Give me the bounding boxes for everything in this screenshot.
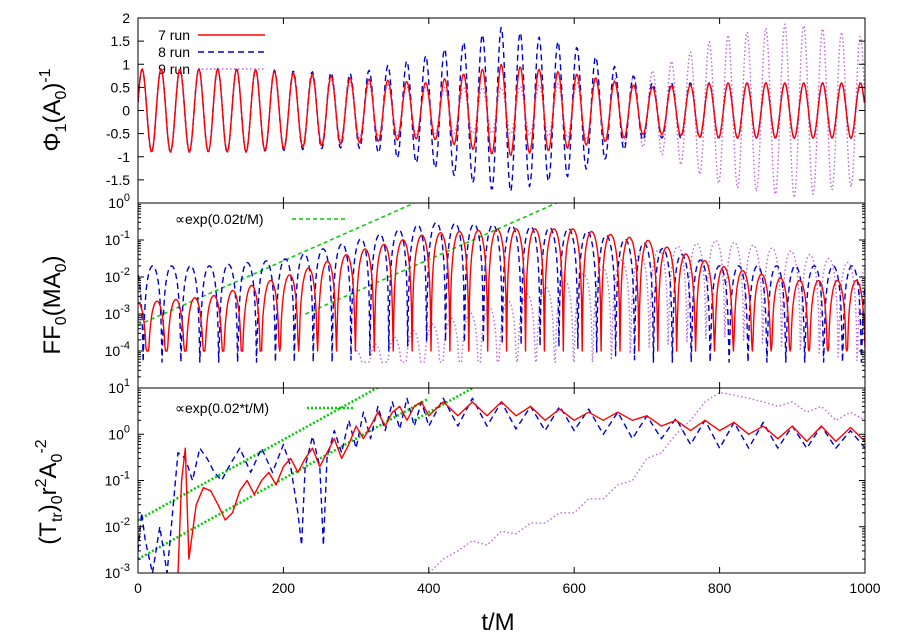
- top-y-tick-label-2: -0.5: [106, 126, 130, 142]
- middle-series-8-run: [138, 221, 865, 363]
- middle-y-tick-label-exponent: -2: [120, 266, 130, 278]
- panel-middle: FF0(MA0): [39, 255, 70, 354]
- middle-y-tick-label-exponent: -3: [120, 303, 130, 315]
- middle-y-tick-label: 100: [108, 192, 130, 211]
- x-axis-label: t/M: [481, 609, 514, 636]
- bottom-annotation-text: ∝exp(0.02*t/M): [175, 400, 269, 416]
- bottom-reference-line-3: [413, 388, 476, 422]
- middle-y-tick-label-base: 10: [105, 306, 121, 322]
- middle-y-tick-label-base: 10: [105, 269, 121, 285]
- plot-layer: [138, 23, 865, 573]
- bottom-y-tick-label-base: 10: [105, 565, 121, 581]
- middle-y-axis-label: FF0(MA0): [39, 255, 70, 354]
- top-y-tick-label-6: 1.5: [111, 33, 131, 49]
- bottom-y-tick-label-exponent: -3: [120, 562, 130, 574]
- bottom-annotation: ∝exp(0.02*t/M): [175, 400, 355, 416]
- middle-y-tick-label-base: 10: [108, 195, 124, 211]
- middle-y-tick-label: 10-4: [105, 340, 130, 359]
- middle-y-tick-label: 10-3: [105, 303, 130, 322]
- middle-y-tick-label-exponent: 0: [124, 192, 130, 204]
- bottom-y-tick-label-exponent: 1: [124, 377, 130, 389]
- top-y-tick-label-7: 2: [122, 10, 130, 26]
- middle-y-tick-label: 10-1: [105, 229, 130, 248]
- middle-y-tick-label-base: 10: [105, 343, 121, 359]
- top-y-tick-label-0: -1.5: [106, 172, 130, 188]
- bottom-y-tick-label-exponent: 0: [124, 423, 130, 435]
- middle-y-tick-label-exponent: -1: [120, 229, 130, 241]
- bottom-series-9-run: [428, 391, 865, 573]
- bottom-y-tick-label-exponent: -1: [120, 470, 130, 482]
- top-plot-area: [138, 23, 865, 199]
- bottom-y-tick-label-base: 10: [108, 380, 124, 396]
- bottom-y-tick-label: 10-3: [105, 562, 130, 581]
- bottom-y-tick-label-base: 10: [105, 473, 121, 489]
- panel-bottom: (Ttr)0r2A0-2 t/M: [33, 439, 515, 636]
- bottom-reference-line-2: [138, 397, 430, 561]
- legend-label-9-run: 9 run: [158, 61, 190, 77]
- middle-y-tick-label-base: 10: [105, 232, 121, 248]
- x-tick-label-800: 800: [708, 580, 732, 596]
- top-y-tick-label-1: -1: [118, 149, 131, 165]
- bottom-y-tick-label-exponent: -2: [120, 516, 130, 528]
- middle-y-tick-label: 10-2: [105, 266, 130, 285]
- legend: 7 run 8 run 9 run: [158, 27, 265, 77]
- legend-label-8-run: 8 run: [158, 44, 190, 60]
- x-tick-label-400: 400: [417, 580, 441, 596]
- middle-reference-line-2: [304, 203, 559, 315]
- bottom-plot-area: [138, 388, 865, 573]
- x-tick-label-0: 0: [134, 580, 142, 596]
- middle-plot-area: [138, 203, 865, 363]
- legend-label-7-run: 7 run: [158, 27, 190, 43]
- middle-series-9-run: [355, 239, 865, 363]
- x-tick-label-200: 200: [272, 580, 296, 596]
- bottom-series-8-run: [138, 397, 865, 573]
- top-series-7-run: [138, 63, 865, 157]
- bottom-y-tick-label-base: 10: [108, 426, 124, 442]
- top-y-axis-label: Φ1(A0)-1: [37, 68, 70, 151]
- top-y-tick-label-4: 0.5: [111, 79, 131, 95]
- x-tick-label-1000: 1000: [849, 580, 880, 596]
- bottom-y-tick-label-base: 10: [105, 519, 121, 535]
- panel-top: Φ1(A0)-1: [37, 68, 70, 151]
- bottom-y-tick-label: 10-2: [105, 516, 130, 535]
- middle-annotation: ∝exp(0.02t/M): [175, 211, 345, 227]
- middle-series-7-run: [138, 228, 865, 352]
- middle-y-tick-label-exponent: -4: [120, 340, 130, 352]
- bottom-y-tick-label: 10-1: [105, 470, 130, 489]
- bottom-y-tick-label: 101: [108, 377, 130, 396]
- top-y-tick-label-3: 0: [122, 103, 130, 119]
- middle-annotation-text: ∝exp(0.02t/M): [175, 211, 264, 227]
- top-y-tick-label-5: 1: [122, 56, 130, 72]
- bottom-y-axis-label: (Ttr)0r2A0-2: [33, 439, 66, 545]
- x-tick-label-600: 600: [563, 580, 587, 596]
- bottom-y-tick-label: 100: [108, 423, 130, 442]
- bottom-series-7-run: [177, 401, 865, 573]
